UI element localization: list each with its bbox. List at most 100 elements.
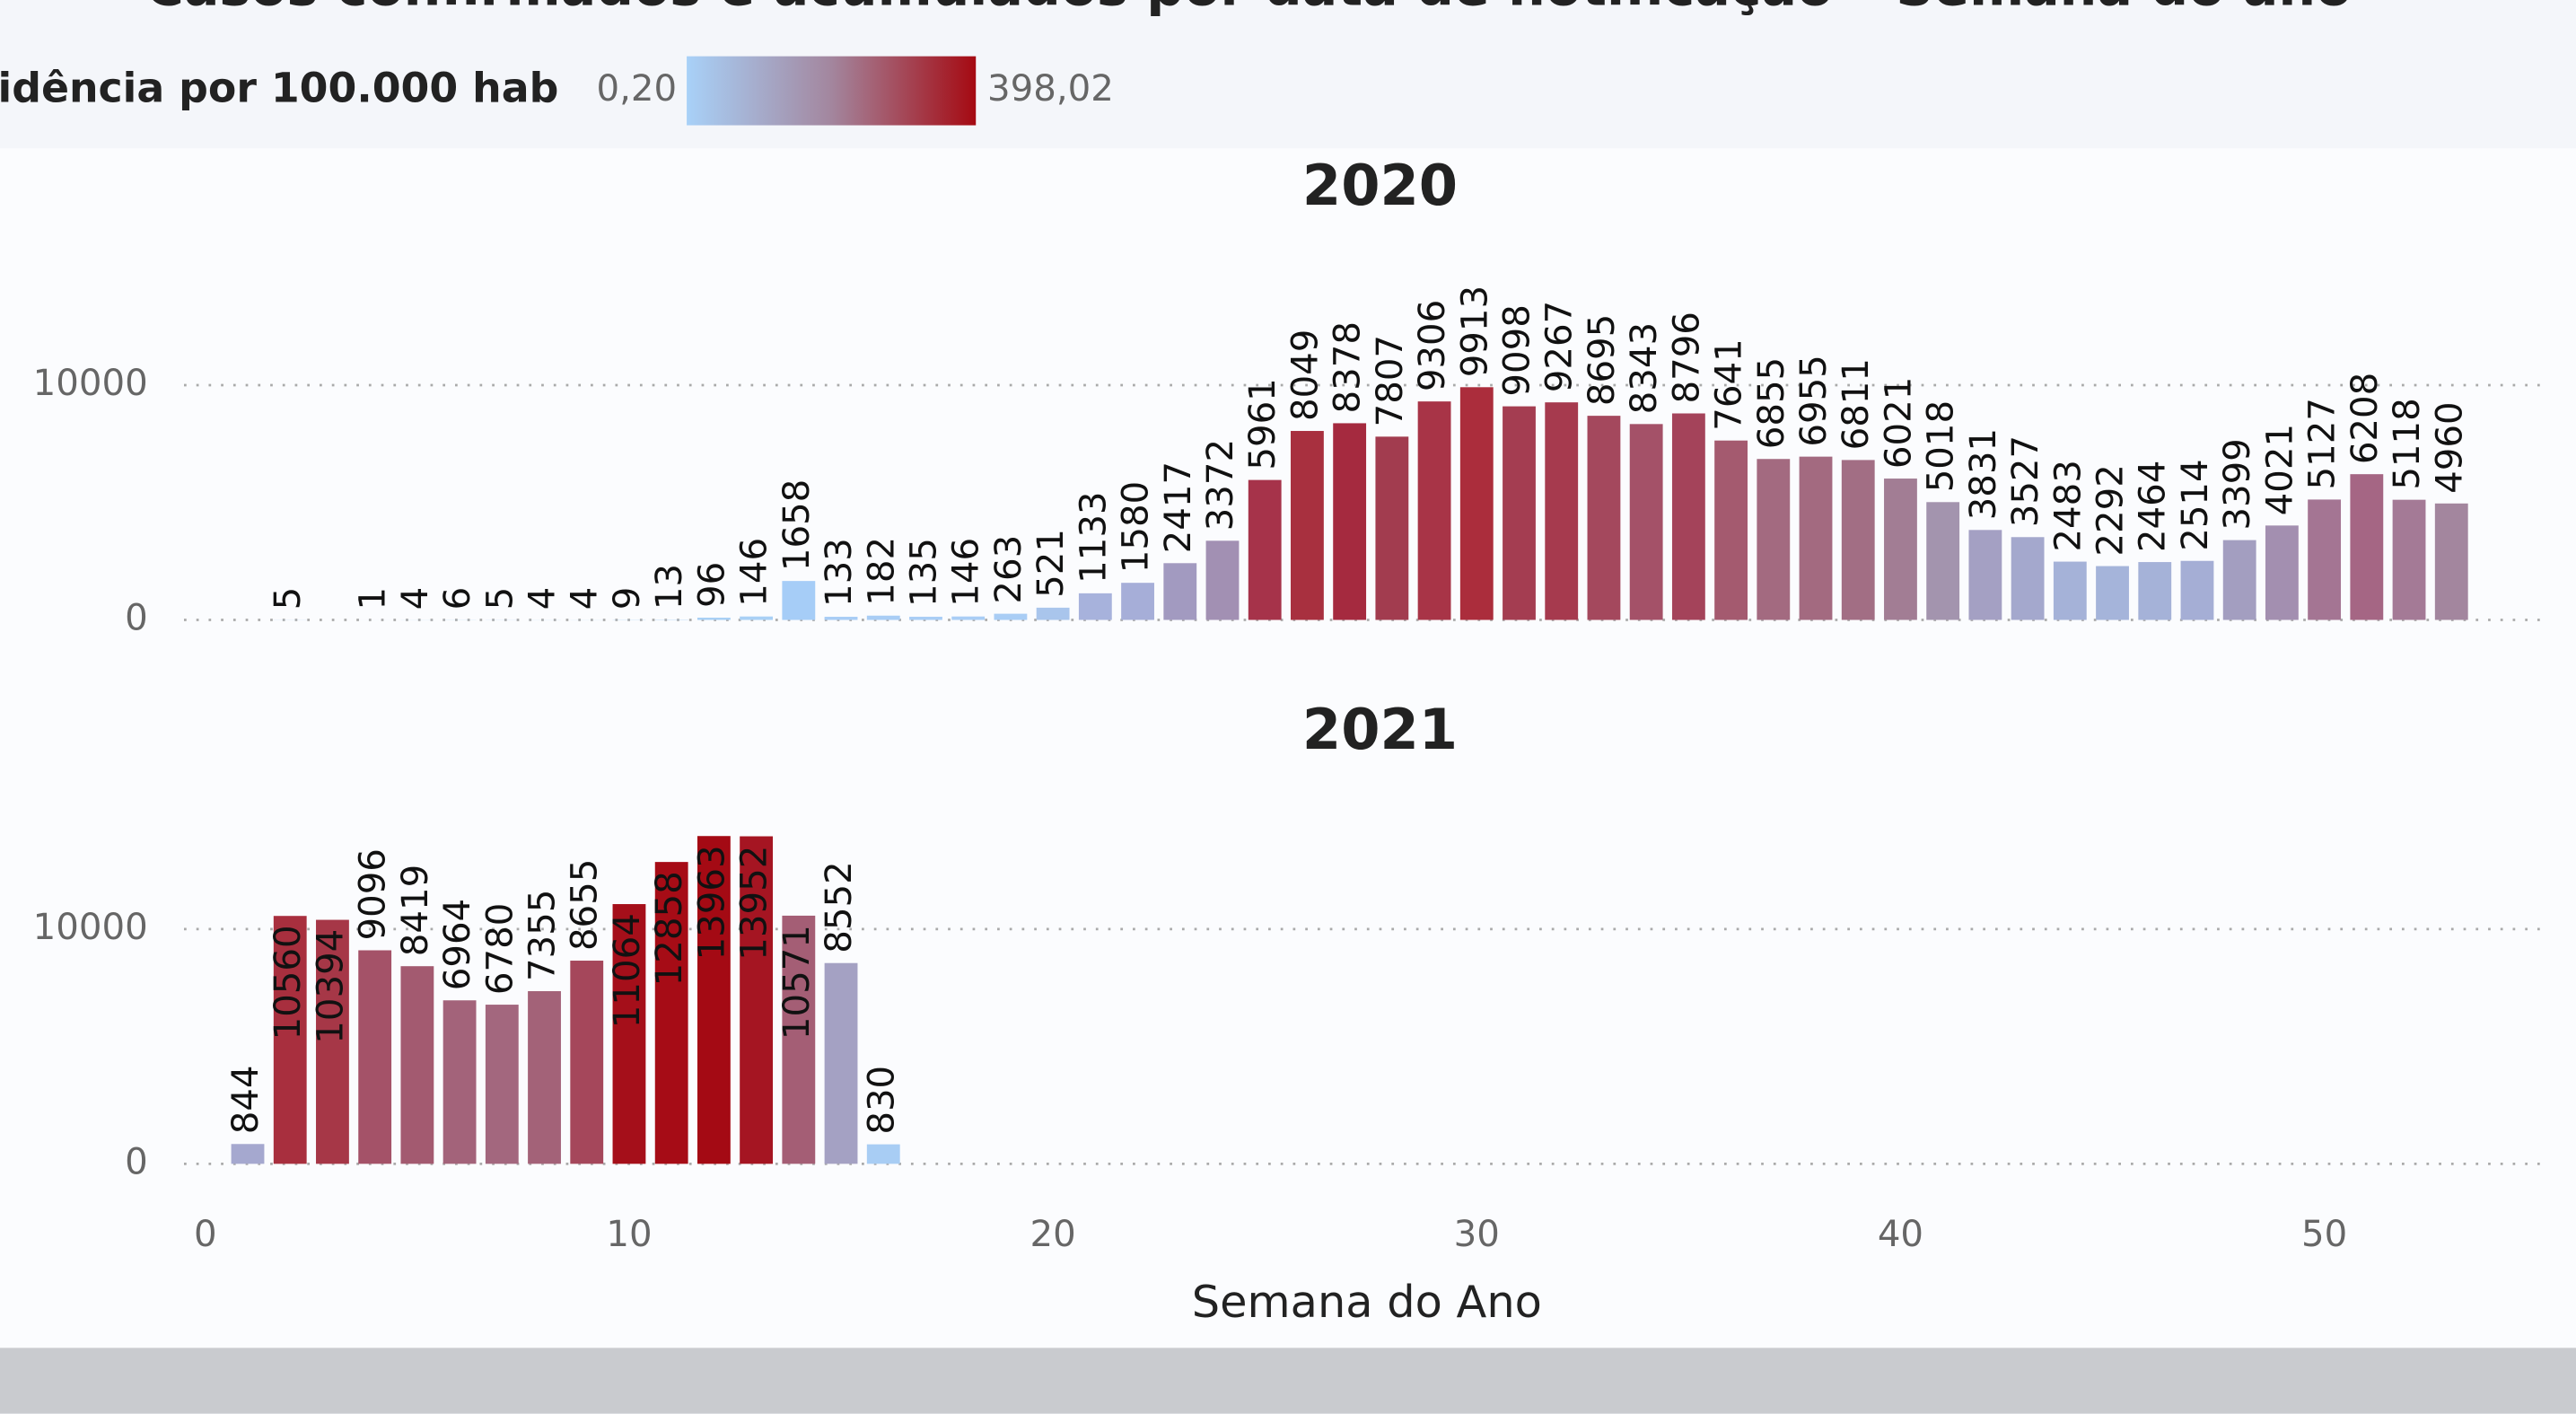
legend-min: 0,20 <box>596 68 677 110</box>
bar <box>1968 530 2002 620</box>
bar <box>2053 561 2087 620</box>
value-label: 8343 <box>1624 322 1665 414</box>
bar <box>1629 424 1663 620</box>
chart-title: Casos confirmados e acumulados por data … <box>145 0 2352 18</box>
value-label: 521 <box>1030 529 1072 598</box>
value-label: 10394 <box>310 929 351 1044</box>
bar <box>1121 583 1154 620</box>
value-label: 6855 <box>1751 357 1792 449</box>
value-label: 8552 <box>819 861 860 953</box>
bar <box>2308 499 2342 620</box>
legend-max: 398,02 <box>987 68 1114 110</box>
bar <box>697 617 731 620</box>
bar <box>866 615 900 620</box>
value-label: 13963 <box>691 845 732 960</box>
bar <box>1036 607 1070 620</box>
value-label: 2483 <box>2047 460 2089 551</box>
bar <box>1757 459 1791 620</box>
bar <box>2011 537 2045 620</box>
value-label: 135 <box>903 538 944 607</box>
bottom-bar <box>0 1348 2576 1414</box>
bar <box>400 966 434 1164</box>
bar <box>654 862 688 1164</box>
bar <box>1587 416 1621 620</box>
value-label: 263 <box>988 535 1030 604</box>
bar <box>528 991 561 1164</box>
bar <box>782 581 816 620</box>
value-label: 3372 <box>1200 439 1241 531</box>
x-tick-label: 20 <box>1030 1214 1076 1255</box>
value-label: 830 <box>861 1066 902 1135</box>
bar <box>2096 566 2129 620</box>
bar <box>442 1000 477 1164</box>
bar <box>1714 440 1748 620</box>
value-label: 4960 <box>2429 401 2470 493</box>
value-label: 2292 <box>2090 464 2132 556</box>
bar <box>1545 402 1579 620</box>
y-tick-label: 10000 <box>33 363 148 404</box>
value-label: 9913 <box>1454 285 1495 377</box>
bar <box>1333 423 1367 620</box>
value-label: 8419 <box>395 865 436 956</box>
value-label: 1658 <box>776 479 818 571</box>
bar <box>951 616 986 620</box>
bar <box>1671 413 1705 620</box>
value-label: 6811 <box>1836 358 1877 450</box>
value-label: 9267 <box>1539 301 1581 392</box>
x-tick-label: 50 <box>2301 1214 2347 1255</box>
bar <box>273 916 307 1164</box>
value-label: 12858 <box>649 871 690 986</box>
bar <box>1205 540 1240 620</box>
bar <box>570 961 604 1164</box>
bar <box>612 904 646 1164</box>
value-label: 2417 <box>1158 461 1199 553</box>
value-label: 5 <box>479 587 521 610</box>
value-label: 10560 <box>267 925 309 1040</box>
bar <box>1459 387 1494 620</box>
bar <box>316 919 349 1164</box>
bar <box>1503 406 1536 620</box>
bar <box>1291 431 1324 620</box>
bar <box>994 613 1028 620</box>
value-label: 8695 <box>1582 314 1623 406</box>
value-label: 9096 <box>353 848 394 940</box>
panel-title: 2020 <box>1302 153 1458 218</box>
value-label: 7807 <box>1370 335 1411 426</box>
value-label: 3527 <box>2005 435 2046 527</box>
bar <box>782 915 816 1164</box>
value-label: 4 <box>565 587 606 610</box>
bar <box>697 836 731 1164</box>
value-label: 96 <box>691 562 732 608</box>
value-label: 6780 <box>479 903 521 995</box>
value-label: 2464 <box>2133 461 2174 552</box>
value-label: 4 <box>395 587 436 610</box>
panel-title: 2021 <box>1302 697 1458 762</box>
value-label: 9098 <box>1497 304 1538 396</box>
value-label: 11064 <box>607 913 648 1028</box>
value-label: 5 <box>267 587 309 610</box>
value-label: 7641 <box>1709 338 1750 430</box>
bar <box>909 616 942 620</box>
value-label: 1133 <box>1073 491 1114 583</box>
value-label: 4 <box>522 587 564 610</box>
bar <box>1884 479 1917 620</box>
bar <box>1078 593 1112 620</box>
value-label: 6021 <box>1878 377 1919 469</box>
bar <box>1248 479 1282 620</box>
legend-title: Incidência por 100.000 hab <box>0 65 558 112</box>
bar <box>824 962 858 1164</box>
value-label: 13952 <box>734 846 775 961</box>
x-axis-title: Semana do Ano <box>1192 1276 1542 1328</box>
bar <box>2392 499 2426 620</box>
x-tick-label: 10 <box>606 1214 652 1255</box>
value-label: 6964 <box>437 899 478 990</box>
bar <box>1375 436 1409 620</box>
value-label: 13 <box>649 564 690 610</box>
bar <box>358 950 392 1164</box>
value-label: 3831 <box>1963 428 2004 520</box>
value-label: 9306 <box>1412 300 1453 391</box>
bar <box>231 1144 265 1164</box>
value-label: 7355 <box>522 890 564 981</box>
value-label: 1580 <box>1116 481 1157 573</box>
